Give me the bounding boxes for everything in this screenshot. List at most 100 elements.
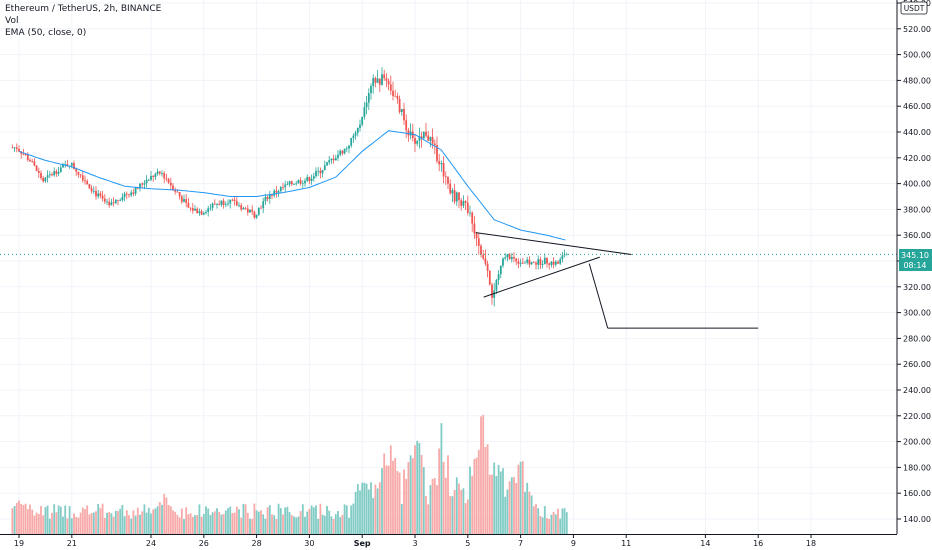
volume-bar xyxy=(506,489,509,534)
candle xyxy=(407,127,410,142)
candle xyxy=(381,67,383,86)
candle xyxy=(552,256,555,269)
candle xyxy=(178,192,181,200)
corner-box xyxy=(897,534,932,550)
candle xyxy=(288,180,291,187)
candle xyxy=(165,173,168,182)
candle xyxy=(486,260,489,278)
volume-bar xyxy=(323,515,326,534)
candle xyxy=(207,205,210,217)
time-tick-label: 7 xyxy=(518,539,523,548)
volume-bar xyxy=(563,508,566,534)
volume-legend[interactable]: Vol xyxy=(5,16,19,26)
candle xyxy=(460,197,463,211)
price-tick-label: 400.00 xyxy=(903,180,931,189)
candle xyxy=(266,195,269,202)
volume-bar xyxy=(172,510,174,534)
volume-bar xyxy=(383,453,386,534)
candle xyxy=(77,171,80,178)
candle xyxy=(37,167,40,178)
volume-bar xyxy=(233,512,236,534)
candle xyxy=(284,180,287,192)
volume-bar xyxy=(66,518,69,534)
volume-bar xyxy=(420,455,423,534)
volume-bar xyxy=(97,504,100,534)
price-tick-label: 320.00 xyxy=(903,283,931,292)
candle xyxy=(183,194,185,203)
candle xyxy=(475,231,478,247)
candle xyxy=(222,198,225,209)
volume-bar xyxy=(150,513,152,534)
candle xyxy=(317,167,320,177)
candle xyxy=(15,143,18,153)
candle xyxy=(33,157,36,167)
triangle-drawing[interactable] xyxy=(475,232,759,329)
volume-bar xyxy=(40,506,42,534)
time-tick-label: 3 xyxy=(412,539,417,548)
candle xyxy=(125,191,128,200)
price-tick-label: 200.00 xyxy=(903,438,931,447)
volume-bar xyxy=(169,506,172,534)
price-tick-label: 160.00 xyxy=(903,489,931,498)
volume-bar xyxy=(288,512,291,534)
volume-bar xyxy=(53,504,56,534)
volume-bar xyxy=(326,505,328,534)
volume-bar xyxy=(541,517,544,534)
volume-bar xyxy=(198,504,201,534)
volume-bar xyxy=(62,516,64,534)
volume-bar xyxy=(141,511,144,534)
time-tick-label: Sep xyxy=(354,539,371,548)
volume-bar xyxy=(110,513,113,534)
candle xyxy=(517,258,520,269)
candle xyxy=(389,75,392,95)
candle xyxy=(306,174,309,183)
candle xyxy=(484,249,487,266)
candle xyxy=(112,197,115,207)
candle xyxy=(92,186,95,195)
candle xyxy=(559,256,562,266)
volume-bar xyxy=(227,508,229,534)
price-tick-label: 240.00 xyxy=(903,386,931,395)
price-tick-label: 500.00 xyxy=(903,51,931,60)
candle xyxy=(398,95,401,114)
candle xyxy=(425,122,427,138)
price-tick-label: 420.00 xyxy=(903,154,931,163)
volume-bar xyxy=(106,512,108,534)
candle xyxy=(464,200,467,211)
candle xyxy=(345,146,348,153)
candle xyxy=(378,78,381,93)
candle xyxy=(132,188,135,197)
volume-bar xyxy=(275,518,278,534)
volume-bar xyxy=(480,416,482,534)
candle xyxy=(477,233,480,255)
candle xyxy=(286,181,289,186)
time-axis[interactable]: 19 21 24 26 28 30 Sep 3 5 7 9 11 14 16 18 xyxy=(14,534,816,548)
candle xyxy=(297,179,300,184)
volume-bar xyxy=(466,499,469,534)
volume-bar xyxy=(526,482,529,534)
candle xyxy=(502,257,504,268)
volume-bar xyxy=(55,512,58,534)
ema-legend[interactable]: EMA (50, close, 0) xyxy=(5,28,87,38)
candle xyxy=(528,256,531,268)
volume-bar xyxy=(515,483,518,534)
triangle-upper-line xyxy=(475,232,632,256)
volume-bar xyxy=(517,464,520,534)
volume-bar xyxy=(194,515,196,534)
candle xyxy=(352,133,355,143)
symbol-title[interactable]: Ethereum / TetherUS, 2h, BINANCE xyxy=(5,4,162,14)
candle xyxy=(510,253,513,263)
volume-bar xyxy=(128,515,130,534)
volume-bar xyxy=(321,514,324,534)
volume-bar xyxy=(530,495,533,534)
volume-bar xyxy=(442,462,445,534)
candle xyxy=(84,175,86,185)
candle xyxy=(328,155,331,165)
candle xyxy=(532,261,535,264)
volume-bar xyxy=(117,511,119,534)
volume-bar xyxy=(218,511,221,534)
volume-bar xyxy=(473,458,476,534)
volume-bar xyxy=(341,514,344,534)
candle xyxy=(57,166,60,177)
